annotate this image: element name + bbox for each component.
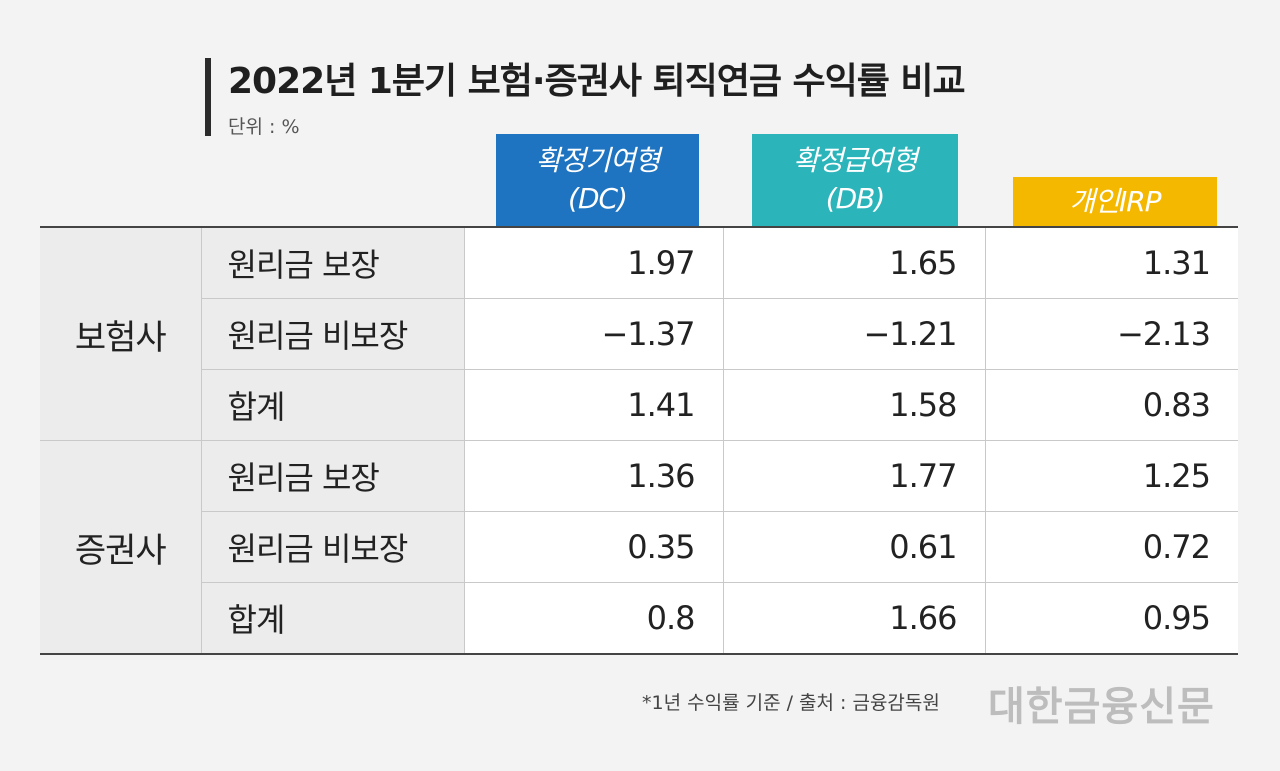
row-label: 원리금 보장 (201, 440, 465, 512)
cell-db: 1.77 (723, 440, 986, 512)
group-insurance: 보험사 (40, 227, 202, 441)
row-label: 원리금 비보장 (201, 511, 465, 583)
header-db-line2: (DB) (825, 182, 886, 215)
cell-dc: 0.8 (464, 582, 724, 655)
row-label: 원리금 비보장 (201, 298, 465, 370)
table-row: 증권사 원리금 보장 1.36 1.77 1.25 (40, 440, 1238, 655)
header-irp: 개인IRP (1013, 177, 1217, 226)
cell-db: 1.65 (723, 227, 986, 299)
unit-label: 단위 : % (228, 116, 300, 138)
cell-irp: 0.83 (985, 369, 1238, 441)
cell-dc: 1.41 (464, 369, 724, 441)
cell-irp: 0.95 (985, 582, 1238, 655)
group-securities: 증권사 (40, 440, 202, 655)
header-db-line1: 확정급여형 (793, 144, 918, 177)
header-db: 확정급여형 (DB) (752, 134, 958, 226)
cell-dc: 0.35 (464, 511, 724, 583)
header-irp-line1: 개인IRP (1069, 185, 1161, 218)
cell-irp: 1.25 (985, 440, 1238, 512)
header-dc: 확정기여형 (DC) (496, 134, 699, 226)
cell-dc: 1.36 (464, 440, 724, 512)
cell-db: −1.21 (723, 298, 986, 370)
chart-title: 2022년 1분기 보험·증권사 퇴직연금 수익률 비교 (228, 61, 966, 102)
row-label: 합계 (201, 369, 465, 441)
header-dc-line1: 확정기여형 (535, 144, 661, 177)
table-row: 원리금 비보장 −1.37 −1.21 −2.13 (40, 298, 1238, 370)
returns-table: 보험사 원리금 보장 1.97 1.65 1.31 원리금 비보장 −1.37 … (40, 226, 1238, 655)
table-row: 원리금 비보장 0.35 0.61 0.72 (40, 511, 1238, 583)
publisher-logo: 대한금융신문 (988, 684, 1215, 730)
source-note: *1년 수익률 기준 / 출처 : 금융감독원 (642, 692, 940, 714)
row-label: 합계 (201, 582, 465, 655)
cell-irp: −2.13 (985, 298, 1238, 370)
table-row: 합계 1.41 1.58 0.83 (40, 369, 1238, 441)
table-row: 보험사 원리금 보장 1.97 1.65 1.31 (40, 227, 1238, 441)
table-row: 합계 0.8 1.66 0.95 (40, 582, 1238, 655)
row-label: 원리금 보장 (201, 227, 465, 299)
cell-db: 0.61 (723, 511, 986, 583)
cell-db: 1.66 (723, 582, 986, 655)
title-accent-bar (205, 58, 211, 136)
cell-dc: 1.97 (464, 227, 724, 299)
cell-irp: 0.72 (985, 511, 1238, 583)
cell-dc: −1.37 (464, 298, 724, 370)
header-dc-line2: (DC) (568, 182, 628, 215)
cell-irp: 1.31 (985, 227, 1238, 299)
cell-db: 1.58 (723, 369, 986, 441)
